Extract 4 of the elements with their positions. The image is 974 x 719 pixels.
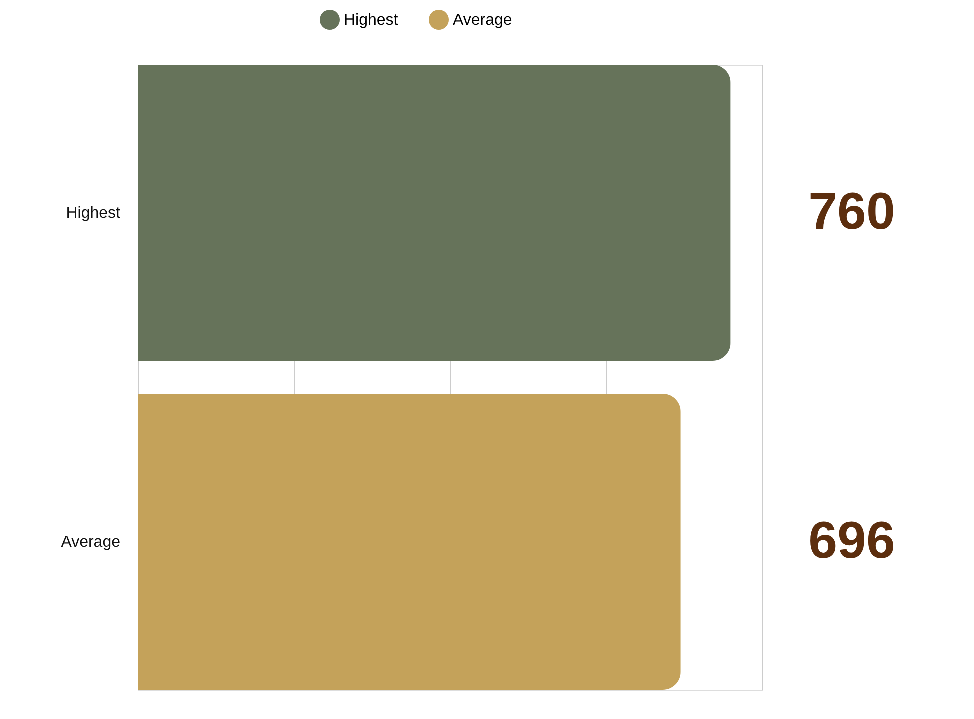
data-label: 696 — [808, 512, 896, 570]
legend-label: Highest — [344, 12, 399, 29]
data-label: 760 — [808, 183, 896, 242]
legend-label: Average — [453, 12, 512, 29]
